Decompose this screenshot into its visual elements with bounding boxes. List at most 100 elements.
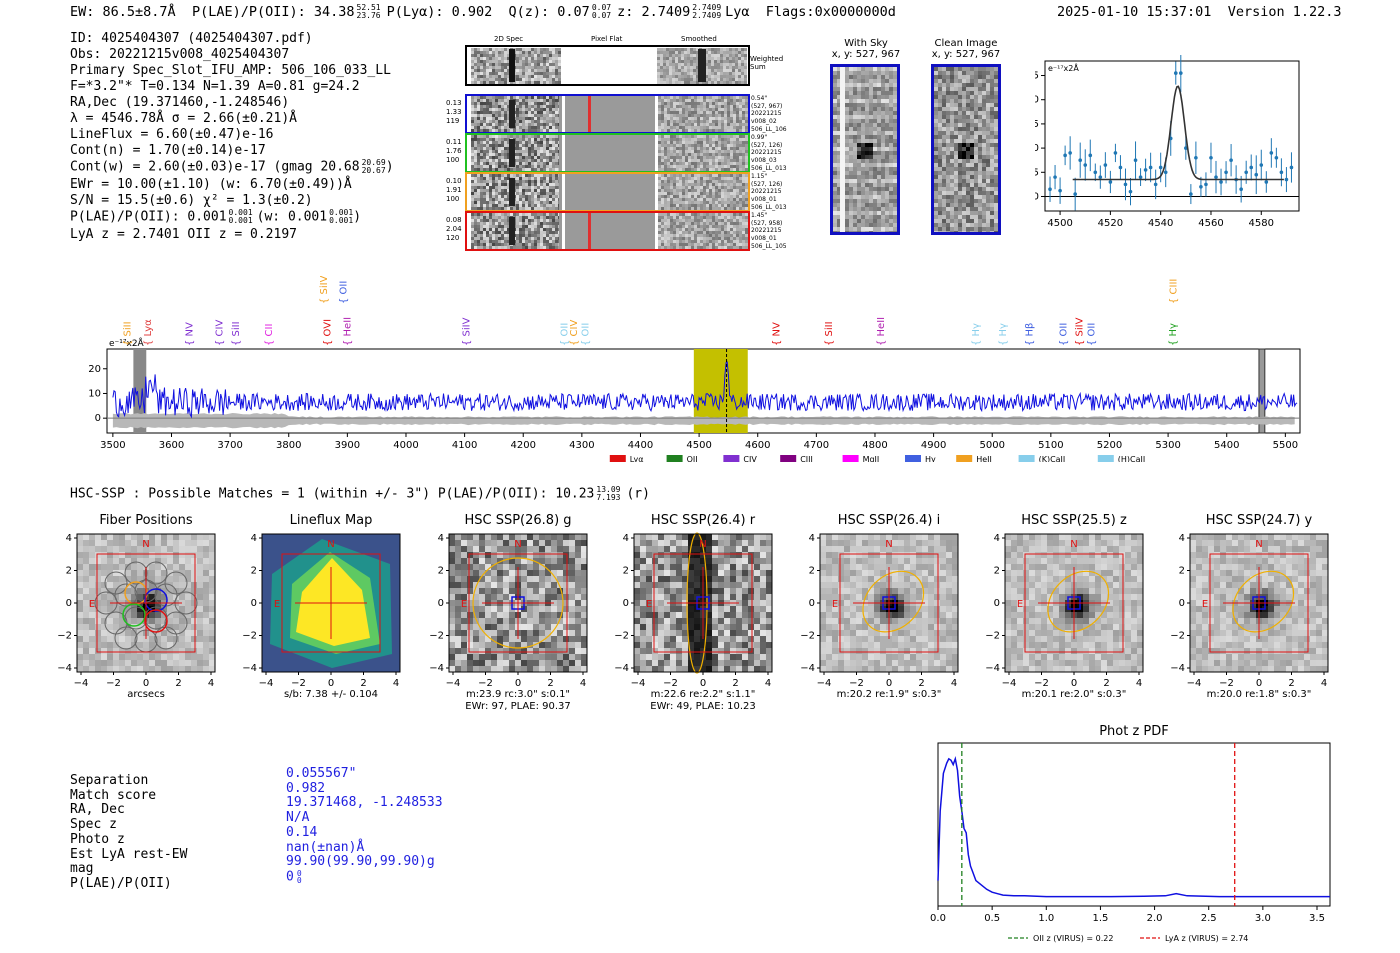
cutout-pixel: [507, 120, 510, 123]
cutout-pixel: [546, 144, 549, 147]
cutout-pixel: [492, 168, 495, 171]
cutout-pixel: [697, 120, 700, 123]
image-pixel: [869, 151, 873, 155]
cutout-pixel: [700, 120, 703, 123]
cutout-pixel: [537, 231, 540, 234]
cutout-pixel: [543, 165, 546, 168]
cutout-pixel: [709, 180, 712, 183]
cutout-pixel: [540, 246, 543, 249]
image-pixel: [970, 107, 974, 111]
cutout-pixel: [661, 174, 664, 177]
image-pixel: [962, 135, 966, 139]
image-pixel: [877, 179, 881, 183]
cutout-pixel: [732, 66, 735, 69]
image-pixel: [970, 155, 974, 159]
cutout-pixel: [498, 57, 501, 60]
cutout-pixel: [664, 108, 667, 111]
image-pixel: [950, 111, 954, 115]
cutout-pixel: [744, 48, 747, 51]
image-pixel: [869, 75, 873, 79]
cutout-pixel: [745, 201, 748, 204]
image-pixel: [893, 183, 897, 187]
image-pixel: [966, 155, 970, 159]
cutout-pixel: [471, 240, 474, 243]
cutout-pixel: [664, 159, 667, 162]
cutout-pixel: [696, 60, 699, 63]
image-pixel: [865, 147, 869, 151]
cutout-pixel: [727, 192, 730, 195]
cutout-pixel: [474, 96, 477, 99]
cutout-pixel: [552, 99, 555, 102]
cutout-pixel: [477, 186, 480, 189]
cutout-pixel: [688, 114, 691, 117]
cutout-pixel: [715, 96, 718, 99]
cutout-pixel: [703, 237, 706, 240]
cutout-pixel: [516, 75, 519, 78]
image-pixel: [962, 151, 966, 155]
cutout-pixel: [552, 240, 555, 243]
image-pixel: [877, 79, 881, 83]
cutout-pixel: [691, 198, 694, 201]
cutout-pixel: [718, 225, 721, 228]
cutout-pixel: [480, 135, 483, 138]
image-pixel: [857, 223, 861, 227]
image-pixel: [893, 167, 897, 171]
image-pixel: [958, 119, 962, 123]
cutout-pixel: [471, 237, 474, 240]
image-pixel: [950, 79, 954, 83]
cutout-pixel: [555, 195, 558, 198]
cutout-pixel: [666, 57, 669, 60]
cutout-pixel: [495, 177, 498, 180]
cutout-pixel: [688, 129, 691, 132]
image-pixel: [849, 227, 853, 231]
cutout-pixel: [732, 81, 735, 84]
plae-hi: 52.51: [356, 3, 381, 12]
image-pixel: [974, 95, 978, 99]
cutout-pixel: [534, 150, 537, 153]
with-sky-xy: x, y: 527, 967: [831, 49, 901, 60]
image-pixel: [849, 219, 853, 223]
cutout-pixel: [685, 195, 688, 198]
cutout-pixel: [721, 165, 724, 168]
cutout-pixel: [543, 222, 546, 225]
cutout-pixel: [495, 219, 498, 222]
image-pixel: [974, 203, 978, 207]
image-pixel: [861, 183, 865, 187]
cutout-pixel: [739, 174, 742, 177]
image-pixel: [942, 67, 946, 71]
cutout-pixel: [736, 159, 739, 162]
cutout-pixel: [730, 123, 733, 126]
cutout-pixel: [501, 54, 504, 57]
cutout-pixel: [690, 75, 693, 78]
cutout-pixel: [712, 207, 715, 210]
image-pixel: [873, 183, 877, 187]
image-pixel: [950, 115, 954, 119]
cutout-pixel: [531, 102, 534, 105]
image-pixel: [873, 155, 877, 159]
cutout-pixel: [715, 135, 718, 138]
cutout-pixel: [733, 168, 736, 171]
cutout-pixel: [555, 207, 558, 210]
image-pixel: [881, 163, 885, 167]
cutout-pixel: [667, 189, 670, 192]
image-pixel: [849, 163, 853, 167]
cutout-pixel: [718, 96, 721, 99]
cutout-pixel: [664, 123, 667, 126]
image-pixel: [990, 191, 994, 195]
cutout-pixel: [672, 69, 675, 72]
cutout-pixel: [471, 123, 474, 126]
image-pixel: [934, 99, 938, 103]
image-pixel: [833, 219, 837, 223]
cutout-pixel: [727, 114, 730, 117]
cutout-pixel: [525, 246, 528, 249]
image-pixel: [966, 167, 970, 171]
cutout-pixel: [486, 111, 489, 114]
cutout-pixel: [676, 111, 679, 114]
image-pixel: [954, 127, 958, 131]
image-pixel: [889, 151, 893, 155]
with-sky-image: [830, 64, 900, 235]
cutout-pixel: [697, 177, 700, 180]
cutout-pixel: [483, 81, 486, 84]
image-pixel: [938, 115, 942, 119]
cutout-pixel: [667, 243, 670, 246]
